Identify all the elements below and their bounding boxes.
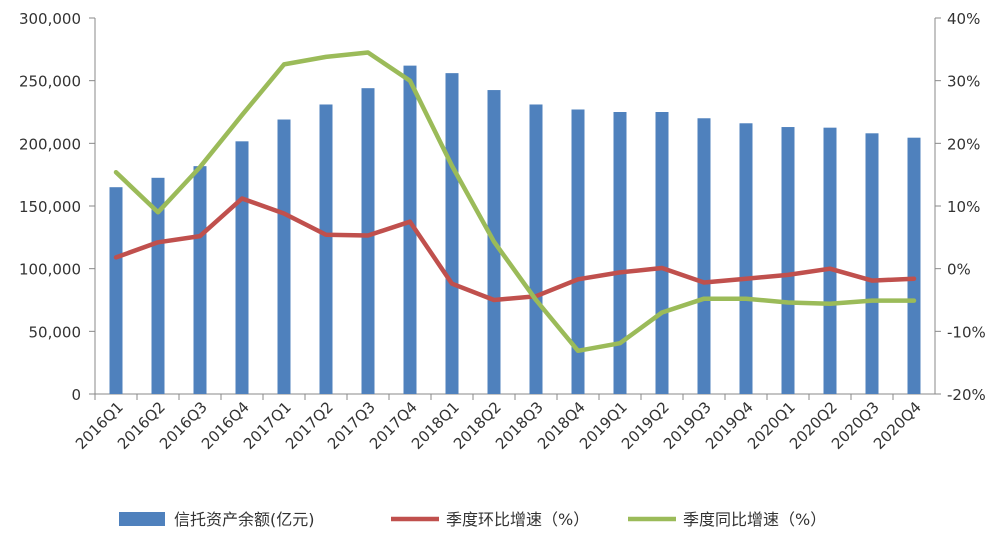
qoq-growth-line [113, 196, 917, 303]
bar [277, 119, 291, 395]
legend: 信托资产余额(亿元) 季度环比增速（%） 季度同比增速（%） [119, 510, 826, 529]
bar [865, 133, 879, 394]
left-tick-label: 150,000 [19, 198, 81, 216]
right-tick-label: -10% [947, 323, 986, 341]
right-tick-label: 30% [947, 73, 980, 91]
legend-label: 季度同比增速（%） [683, 510, 826, 529]
right-tick-label: -20% [947, 386, 986, 404]
bar [571, 109, 585, 394]
bar [445, 73, 459, 394]
legend-swatch-bar [119, 512, 165, 526]
right-tick-label: 10% [947, 198, 980, 216]
legend-label: 信托资产余额(亿元) [174, 510, 315, 529]
bar [193, 166, 207, 394]
bar [529, 104, 543, 394]
bar [697, 118, 711, 395]
bar [151, 177, 165, 394]
bar [403, 65, 417, 395]
x-axis-ticks: 2016Q12016Q22016Q32016Q42017Q12017Q22017… [72, 394, 925, 453]
bar [235, 141, 249, 394]
left-tick-label: 50,000 [29, 323, 82, 341]
bar [361, 88, 375, 394]
bar [739, 123, 753, 394]
left-tick-label: 300,000 [19, 10, 81, 28]
right-tick-label: 0% [947, 261, 971, 279]
bar [823, 127, 837, 395]
bar [319, 104, 333, 394]
right-tick-label: 40% [947, 10, 980, 28]
bar [613, 112, 627, 394]
bar [907, 137, 921, 394]
bar [781, 127, 795, 394]
left-tick-label: 200,000 [19, 135, 81, 153]
yoy-growth-line [113, 50, 917, 354]
bar [109, 187, 123, 394]
left-tick-label: 250,000 [19, 73, 81, 91]
line-series [113, 50, 917, 354]
left-tick-label: 0 [71, 386, 81, 404]
bar [655, 112, 669, 394]
bar-series [109, 65, 921, 395]
left-tick-label: 100,000 [19, 261, 81, 279]
right-tick-label: 20% [947, 135, 980, 153]
legend-label: 季度环比增速（%） [446, 510, 589, 529]
axes: 0 50,000 100,000 150,000 200,000 250,000 300,0… [19, 10, 986, 404]
